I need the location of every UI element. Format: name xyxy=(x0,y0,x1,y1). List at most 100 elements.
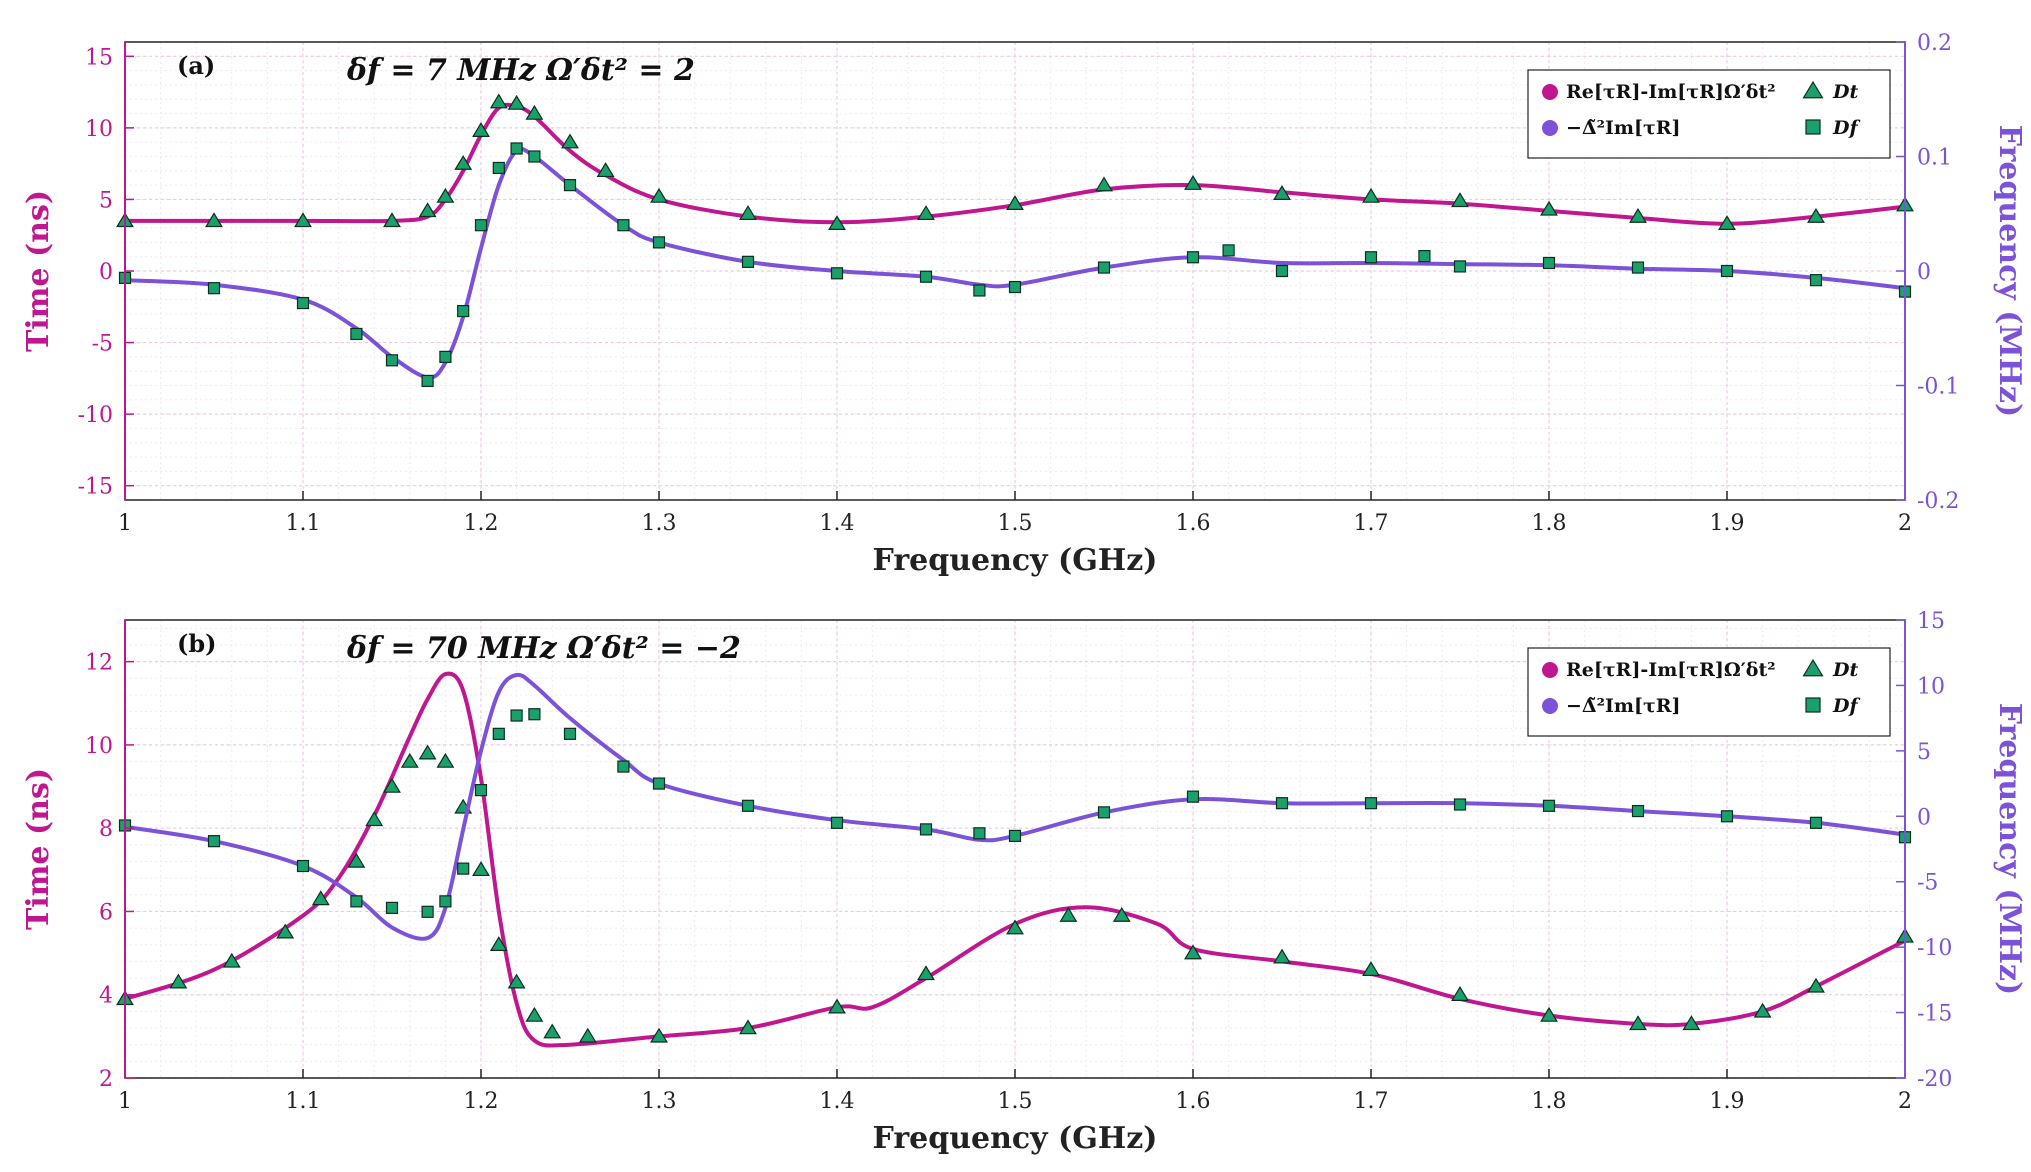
df-marker xyxy=(492,727,505,740)
df-marker xyxy=(919,823,933,836)
df-marker xyxy=(528,708,541,721)
x-tick-label: 1 xyxy=(118,1089,132,1114)
legend-label: Re[τR]-Im[τR]Ω′δt² xyxy=(1566,659,1776,681)
panel-a-y-right-axis-label: Frequency (MHz) xyxy=(1992,125,2027,417)
dt-marker xyxy=(1807,977,1825,993)
dt-marker xyxy=(1273,185,1291,200)
df-marker xyxy=(830,267,844,280)
panel-a-y-ticks: -15 -10 -5 0 5 10 15 xyxy=(78,42,134,500)
panel-b-y-axis-label: Time (ns) xyxy=(21,768,56,930)
dt-marker xyxy=(400,752,419,768)
y-tick-label: -15 xyxy=(78,475,113,500)
x-tick-label: 1.3 xyxy=(642,511,677,536)
x-tick-label: 1.8 xyxy=(1532,511,1567,536)
panel-b-y-ticks: 2 4 6 8 10 12 xyxy=(85,620,134,1092)
dt-marker xyxy=(1059,906,1078,922)
dt-marker xyxy=(1540,200,1558,216)
df-marker xyxy=(474,219,488,232)
dt-marker xyxy=(739,1019,757,1035)
dt-marker xyxy=(418,744,437,760)
legend-triangle-marker xyxy=(1802,658,1824,677)
df-marker xyxy=(1809,816,1823,829)
dt-marker xyxy=(1629,1015,1647,1031)
y-right-tick-label: -15 xyxy=(1917,1002,1952,1027)
legend-magenta-dot xyxy=(1542,84,1558,100)
x-tick-label: 1.1 xyxy=(286,1089,321,1114)
df-marker xyxy=(1097,806,1111,819)
y-tick-label: 10 xyxy=(85,117,113,142)
df-marker xyxy=(1809,274,1823,287)
dt-marker xyxy=(347,852,366,868)
dt-marker xyxy=(525,104,544,120)
panel-b-magenta-curve xyxy=(124,671,1906,1048)
dt-marker xyxy=(436,187,455,203)
dt-marker xyxy=(1718,215,1736,230)
panel-a-x-axis-label: Frequency (GHz) xyxy=(873,543,1158,578)
panel-a: 1 1.1 1.2 1.3 1.4 1.5 1.6 1.7 1.8 1.9 2 -15 -10 -5 0 5… xyxy=(21,31,2027,578)
y-tick-label: 4 xyxy=(99,984,113,1009)
dt-marker xyxy=(1362,961,1380,976)
panel-b-y-right-ticks: -20 -15 -10 -5 0 5 10 15 xyxy=(1896,609,1952,1092)
dt-marker xyxy=(1006,195,1024,210)
x-tick-label: 1.2 xyxy=(464,1089,499,1114)
panel-a-y-right-ticks: -0.2 -0.1 0 0.1 0.2 xyxy=(1896,31,1959,514)
y-right-tick-label: -5 xyxy=(1917,871,1938,896)
dt-marker xyxy=(507,973,526,989)
x-tick-label: 1.9 xyxy=(1710,1089,1745,1114)
legend-violet-dot xyxy=(1542,698,1558,714)
dt-marker xyxy=(828,998,846,1014)
df-marker xyxy=(919,270,933,283)
df-marker xyxy=(1222,244,1235,257)
df-marker xyxy=(1275,797,1289,810)
y-tick-label: 10 xyxy=(85,734,113,759)
df-marker xyxy=(1418,250,1431,263)
dt-marker xyxy=(383,212,401,228)
df-marker xyxy=(617,760,630,773)
df-marker xyxy=(528,150,541,163)
df-marker xyxy=(1008,829,1022,843)
y-right-tick-label: -0.2 xyxy=(1917,489,1959,514)
dt-marker xyxy=(1184,944,1202,960)
df-marker xyxy=(563,179,577,192)
y-tick-label: 0 xyxy=(99,260,113,285)
y-tick-label: 8 xyxy=(99,817,113,842)
dt-marker xyxy=(739,205,757,220)
legend-label: −Δ̃²Im[τR] xyxy=(1566,117,1681,139)
dt-marker xyxy=(383,777,401,793)
x-tick-label: 1.6 xyxy=(1176,1089,1211,1114)
dt-marker xyxy=(1362,187,1380,203)
legend-label: Df xyxy=(1832,695,1860,717)
df-marker xyxy=(439,350,452,363)
df-marker xyxy=(457,862,470,875)
df-marker xyxy=(741,799,755,812)
panel-b-legend: Re[τR]-Im[τR]Ω′δt² Dt −Δ̃²Im[τR] Df xyxy=(1527,647,1891,737)
df-marker xyxy=(439,895,452,908)
y-right-tick-label: -10 xyxy=(1917,936,1952,961)
dt-marker xyxy=(578,1027,597,1043)
y-right-tick-label: 0.2 xyxy=(1917,31,1952,56)
df-marker xyxy=(207,835,221,848)
y-right-tick-label: 0 xyxy=(1917,260,1931,285)
panel-b-violet-curve xyxy=(124,672,1906,941)
legend-label: Dt xyxy=(1832,659,1858,681)
dt-marker xyxy=(525,1006,544,1022)
legend-box xyxy=(1527,647,1891,737)
df-marker xyxy=(1542,256,1556,270)
df-marker xyxy=(741,255,755,268)
panel-b-label: (b) xyxy=(177,629,217,658)
panel-b-x-ticks: 1 1.1 1.2 1.3 1.4 1.5 1.6 1.7 1.8 1.9 2 xyxy=(118,1069,1912,1114)
df-marker xyxy=(385,901,399,914)
df-marker xyxy=(652,236,666,249)
y-tick-label: 6 xyxy=(99,900,113,925)
dt-marker xyxy=(418,202,437,218)
x-tick-label: 1.4 xyxy=(820,1089,855,1114)
panel-a-magenta-curve xyxy=(124,102,1906,226)
df-marker xyxy=(973,284,986,297)
x-tick-label: 1.8 xyxy=(1532,1089,1567,1114)
dt-marker xyxy=(1629,207,1647,223)
panel-a-legend: Re[τR]-Im[τR]Ω′δt² Dt −Δ̃²Im[τR] Df xyxy=(1527,69,1891,159)
dt-marker xyxy=(1540,1006,1558,1022)
panel-a-grid xyxy=(124,41,1906,501)
y-right-tick-label: 15 xyxy=(1917,609,1945,634)
